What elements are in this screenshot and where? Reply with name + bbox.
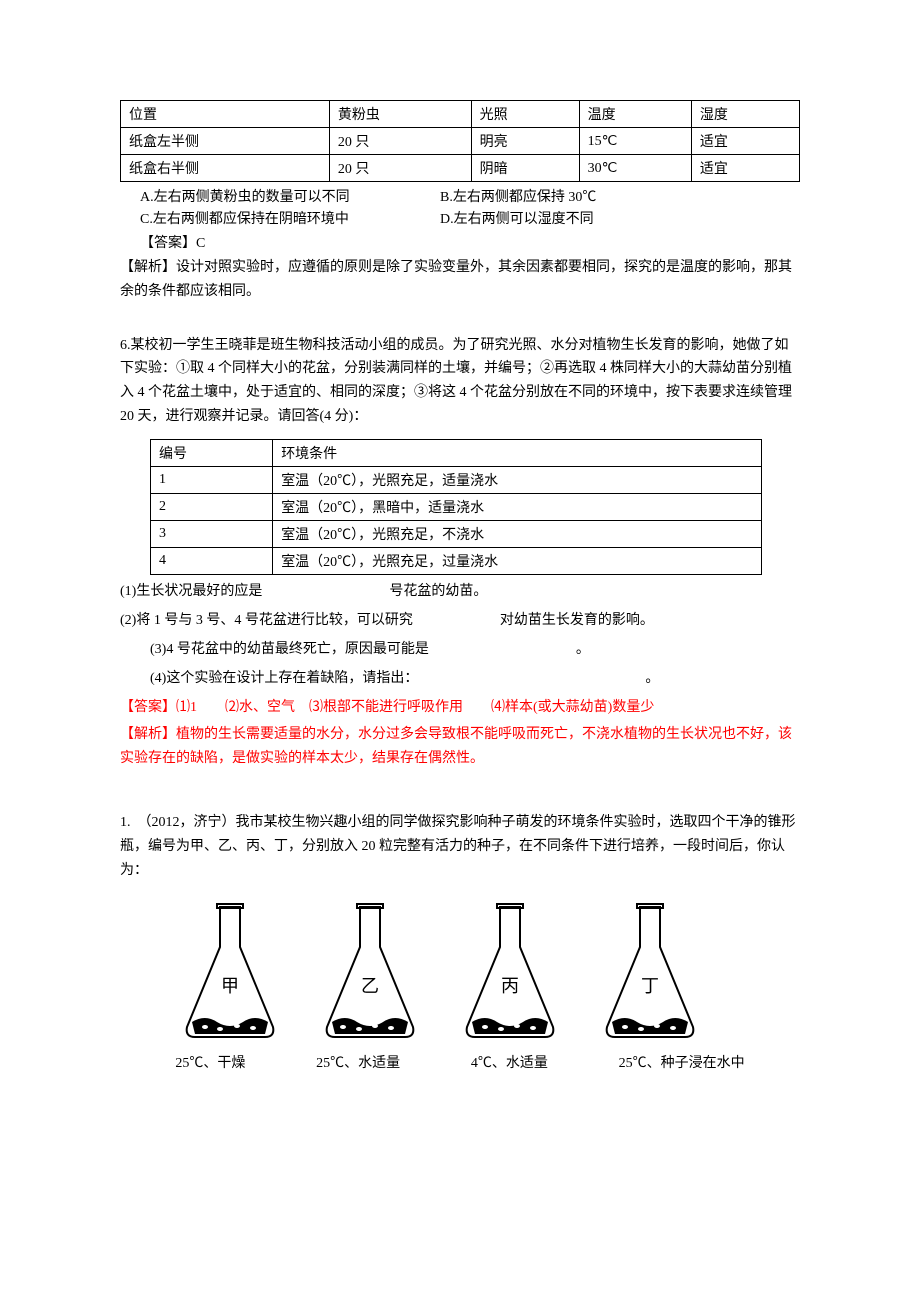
option-a: A.左右两侧黄粉虫的数量可以不同 bbox=[140, 186, 440, 206]
cell: 纸盒右半侧 bbox=[121, 155, 330, 182]
fill-4: (4)这个实验在设计上存在着缺陷，请指出： 。 bbox=[150, 666, 800, 691]
cell: 阴暗 bbox=[471, 155, 579, 182]
table-row: 2 室温（20℃），黑暗中，适量浇水 bbox=[151, 493, 762, 520]
cell: 适宜 bbox=[691, 128, 799, 155]
flask-icon: 甲 bbox=[175, 902, 285, 1042]
fill-3b: 。 bbox=[576, 642, 590, 657]
fill-4b: 。 bbox=[645, 671, 659, 686]
flask-label-bing: 丙 bbox=[501, 976, 519, 996]
analysis-6: 【解析】植物的生长需要适量的水分，水分过多会导致根不能呼吸而死亡，不浇水植物的生… bbox=[120, 723, 800, 771]
cell: 30℃ bbox=[579, 155, 691, 182]
cell: 室温（20℃），光照充足，不浇水 bbox=[273, 520, 762, 547]
flask-jia: 甲 bbox=[175, 902, 285, 1042]
question-1-text: 1. （2012，济宁）我市某校生物兴趣小组的同学做探究影响种子萌发的环境条件实… bbox=[120, 811, 800, 882]
flask-row: 甲 乙 bbox=[160, 902, 720, 1042]
option-row-cd: C.左右两侧都应保持在阴暗环境中 D.左右两侧可以湿度不同 bbox=[140, 208, 800, 228]
fill-1: (1)生长状况最好的应是 号花盆的幼苗。 bbox=[120, 579, 800, 604]
option-d: D.左右两侧可以湿度不同 bbox=[440, 208, 594, 228]
th-light: 光照 bbox=[471, 101, 579, 128]
cond-bing: 4℃、水适量 bbox=[471, 1052, 548, 1072]
answer-6: 【答案】⑴1 ⑵水、空气 ⑶根部不能进行呼吸作用 ⑷样本(或大蒜幼苗)数量少 bbox=[120, 696, 800, 720]
fill-4a: (4)这个实验在设计上存在着缺陷，请指出： bbox=[150, 671, 418, 686]
fill-1b: 号花盆的幼苗。 bbox=[389, 584, 487, 599]
cell: 适宜 bbox=[691, 155, 799, 182]
flask-label-yi: 乙 bbox=[361, 976, 379, 996]
cell: 室温（20℃），光照充足，适量浇水 bbox=[273, 466, 762, 493]
flask-icon: 丁 bbox=[595, 902, 705, 1042]
fill-2b: 对幼苗生长发育的影响。 bbox=[500, 613, 654, 628]
fill-3: (3)4 号花盆中的幼苗最终死亡，原因最可能是 。 bbox=[150, 637, 800, 662]
fill-2: (2)将 1 号与 3 号、4 号花盆进行比较，可以研究 对幼苗生长发育的影响。 bbox=[120, 608, 800, 633]
cell: 15℃ bbox=[579, 128, 691, 155]
cond-ding: 25℃、种子浸在水中 bbox=[619, 1052, 745, 1072]
flask-label-jia: 甲 bbox=[221, 976, 239, 996]
fill-2a: (2)将 1 号与 3 号、4 号花盆进行比较，可以研究 bbox=[120, 613, 413, 628]
answer-5: 【答案】C bbox=[140, 232, 800, 252]
cell: 明亮 bbox=[471, 128, 579, 155]
cell: 3 bbox=[151, 520, 273, 547]
cond-jia: 25℃、干燥 bbox=[175, 1052, 245, 1072]
cell: 1 bbox=[151, 466, 273, 493]
analysis-5: 【解析】设计对照实验时，应遵循的原则是除了实验变量外，其余因素都要相同，探究的是… bbox=[120, 256, 800, 304]
cell: 室温（20℃），黑暗中，适量浇水 bbox=[273, 493, 762, 520]
cell: 室温（20℃），光照充足，过量浇水 bbox=[273, 547, 762, 574]
table-environment: 编号 环境条件 1 室温（20℃），光照充足，适量浇水 2 室温（20℃），黑暗… bbox=[150, 439, 762, 575]
cell: 纸盒左半侧 bbox=[121, 128, 330, 155]
cond-yi: 25℃、水适量 bbox=[316, 1052, 400, 1072]
cell: 20 只 bbox=[329, 155, 471, 182]
option-c: C.左右两侧都应保持在阴暗环境中 bbox=[140, 208, 440, 228]
th-humid: 湿度 bbox=[691, 101, 799, 128]
flask-icon: 乙 bbox=[315, 902, 425, 1042]
flask-yi: 乙 bbox=[315, 902, 425, 1042]
flask-icon: 丙 bbox=[455, 902, 565, 1042]
table-row: 4 室温（20℃），光照充足，过量浇水 bbox=[151, 547, 762, 574]
th-worm: 黄粉虫 bbox=[329, 101, 471, 128]
table-row: 纸盒右半侧 20 只 阴暗 30℃ 适宜 bbox=[121, 155, 800, 182]
fill-1a: (1)生长状况最好的应是 bbox=[120, 584, 262, 599]
table-conditions: 位置 黄粉虫 光照 温度 湿度 纸盒左半侧 20 只 明亮 15℃ 适宜 纸盒右… bbox=[120, 100, 800, 182]
table-row: 纸盒左半侧 20 只 明亮 15℃ 适宜 bbox=[121, 128, 800, 155]
th-num: 编号 bbox=[151, 439, 273, 466]
table-row: 3 室温（20℃），光照充足，不浇水 bbox=[151, 520, 762, 547]
th-pos: 位置 bbox=[121, 101, 330, 128]
table-row: 位置 黄粉虫 光照 温度 湿度 bbox=[121, 101, 800, 128]
fill-3a: (3)4 号花盆中的幼苗最终死亡，原因最可能是 bbox=[150, 642, 429, 657]
question-6-text: 6.某校初一学生王晓菲是班生物科技活动小组的成员。为了研究光照、水分对植物生长发… bbox=[120, 334, 800, 429]
cell: 4 bbox=[151, 547, 273, 574]
flask-bing: 丙 bbox=[455, 902, 565, 1042]
option-b: B.左右两侧都应保持 30℃ bbox=[440, 186, 596, 206]
th-temp: 温度 bbox=[579, 101, 691, 128]
cell: 20 只 bbox=[329, 128, 471, 155]
flask-condition-row: 25℃、干燥 25℃、水适量 4℃、水适量 25℃、种子浸在水中 bbox=[140, 1052, 780, 1072]
th-env: 环境条件 bbox=[273, 439, 762, 466]
option-row-ab: A.左右两侧黄粉虫的数量可以不同 B.左右两侧都应保持 30℃ bbox=[140, 186, 800, 206]
table-row: 编号 环境条件 bbox=[151, 439, 762, 466]
flask-ding: 丁 bbox=[595, 902, 705, 1042]
table-row: 1 室温（20℃），光照充足，适量浇水 bbox=[151, 466, 762, 493]
cell: 2 bbox=[151, 493, 273, 520]
flask-label-ding: 丁 bbox=[641, 976, 659, 996]
